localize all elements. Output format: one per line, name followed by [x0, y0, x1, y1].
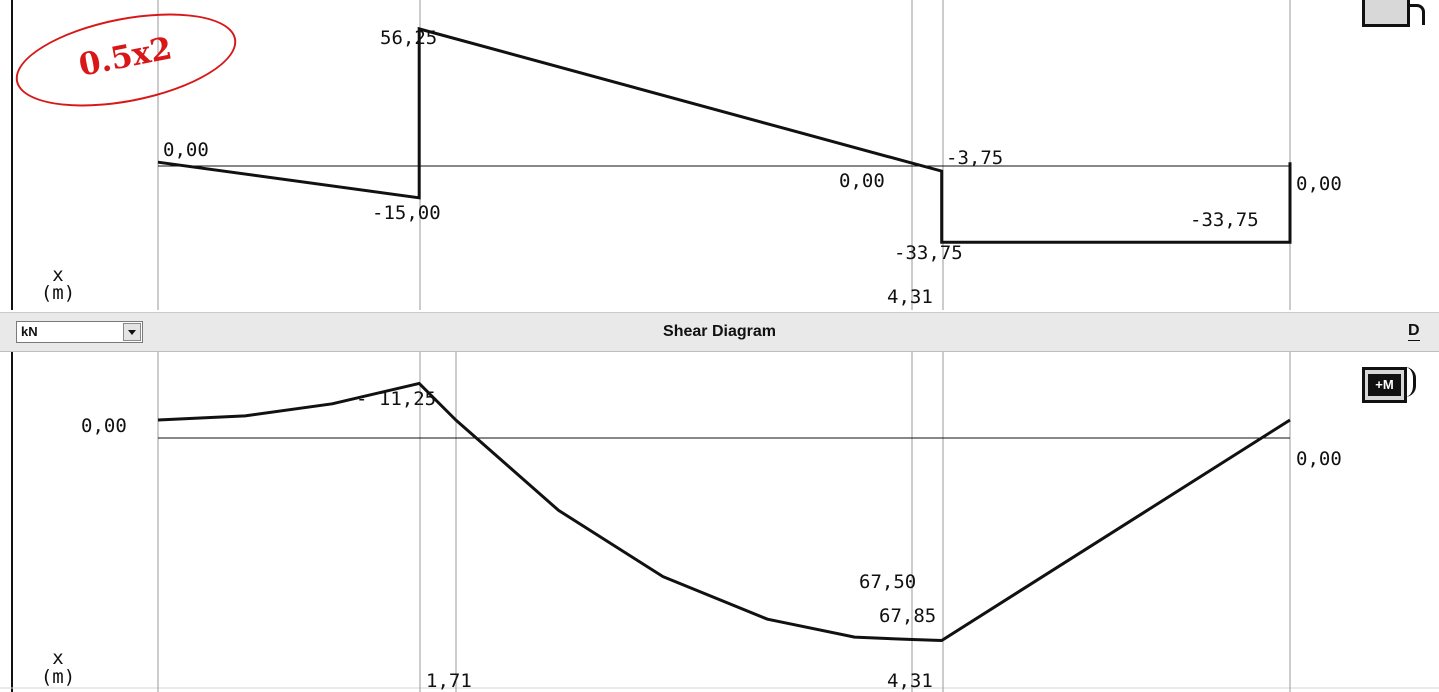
- bottom-peak-label: - 11,25: [356, 388, 436, 410]
- top-right-zero-label: 0,00: [1296, 173, 1342, 195]
- moment-mode-label: +M: [1368, 374, 1401, 396]
- diagram-mode-button[interactable]: [1362, 0, 1425, 27]
- bottom-plot-labels: 0,00 - 11,25 0,00 67,50 67,85 1,71 4,31 …: [41, 388, 1342, 692]
- bottom-right-zero-label: 0,00: [1296, 448, 1342, 470]
- top-right-low-label: -33,75: [1190, 209, 1259, 231]
- top-left-zero-label: 0,00: [163, 139, 209, 161]
- moment-mode-button[interactable]: +M: [1362, 367, 1416, 403]
- bottom-axis-unit-label: (m): [41, 666, 75, 688]
- section-title: Shear Diagram: [663, 323, 776, 340]
- top-diagram-line: [157, 26, 1292, 244]
- chevron-down-icon[interactable]: [123, 323, 141, 341]
- bottom-x-mark-1-label: 1,71: [426, 670, 472, 692]
- top-dip-label: -15,00: [372, 202, 441, 224]
- top-cross-zero-label: 0,00: [839, 170, 885, 192]
- bottom-min-upper-label: 67,50: [859, 571, 916, 593]
- bottom-left-zero-label: 0,00: [81, 415, 127, 437]
- moment-diagram-icon: [1405, 367, 1416, 397]
- diagram-mode-icon: [1408, 4, 1425, 25]
- shear-diagram-line: [157, 381, 1291, 642]
- bottom-min-lower-label: 67,85: [879, 605, 936, 627]
- top-drop-low-label: -33,75: [894, 242, 963, 264]
- top-peak-label: 56,25: [380, 27, 437, 49]
- diagram-toggle-button[interactable]: D: [1408, 322, 1420, 341]
- bottom-axis-x-label: x: [52, 647, 63, 669]
- unit-dropdown[interactable]: kN: [16, 321, 143, 343]
- top-small-drop-label: -3,75: [946, 147, 1003, 169]
- top-x-mark-label: 4,31: [887, 286, 933, 308]
- top-axis-unit-label: (m): [41, 282, 75, 304]
- top-plot-labels: 0,00 56,25 -15,00 0,00 -3,75 -33,75 -33,…: [41, 27, 1342, 308]
- top-axis-x-label: x: [52, 264, 63, 286]
- unit-dropdown-value: kN: [21, 324, 38, 339]
- diagram-toolbar: kN Shear Diagram D: [0, 312, 1439, 352]
- bottom-x-mark-2-label: 4,31: [887, 670, 933, 692]
